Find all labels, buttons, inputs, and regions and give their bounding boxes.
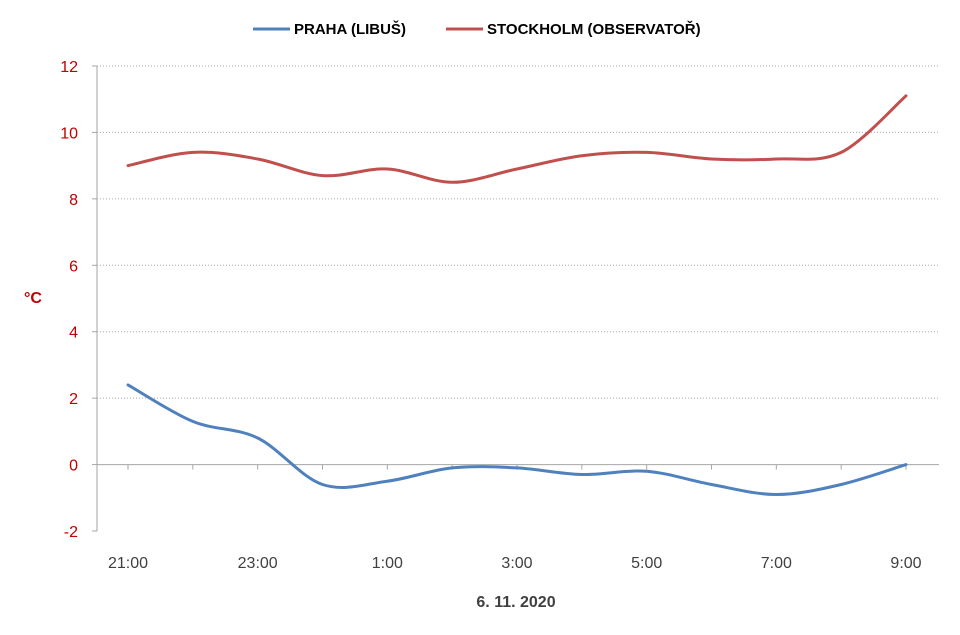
y-tick-label: 10	[60, 125, 78, 142]
y-tick-label: 4	[69, 325, 78, 342]
x-tick-label: 7:00	[761, 555, 792, 572]
y-tick-label: 12	[60, 59, 78, 76]
x-tick-label: 5:00	[631, 555, 662, 572]
x-axis-label: 6. 11. 2020	[476, 594, 555, 611]
x-tick-label: 3:00	[501, 555, 532, 572]
x-tick-label: 23:00	[238, 555, 278, 572]
legend: PRAHA (LIBUŠ) STOCKHOLM (OBSERVATOŘ)	[253, 20, 701, 38]
legend-label-stockholm: STOCKHOLM (OBSERVATOŘ)	[487, 20, 701, 38]
y-tick-label: -2	[64, 524, 78, 541]
gridlines	[97, 65, 939, 399]
x-tick-label: 1:00	[372, 555, 403, 572]
y-tick-label: 6	[69, 258, 78, 275]
y-axis-label: °C	[24, 290, 42, 307]
y-tick-label: 8	[69, 192, 78, 209]
series-line-stockholm	[126, 94, 908, 184]
x-tick-label: 21:00	[108, 555, 148, 572]
y-tick-label: 2	[69, 391, 78, 408]
series-line-praha	[126, 383, 908, 496]
axes	[92, 65, 939, 532]
series-lines	[126, 94, 908, 496]
x-tick-label: 9:00	[890, 555, 921, 572]
y-axis-ticks: 12 10 8 6 4 2 0 -2	[60, 59, 78, 541]
x-axis-ticks: 21:00 23:00 1:00 3:00 5:00 7:00 9:00	[108, 555, 922, 572]
y-tick-label: 0	[69, 458, 78, 475]
legend-label-praha: PRAHA (LIBUŠ)	[294, 20, 406, 38]
